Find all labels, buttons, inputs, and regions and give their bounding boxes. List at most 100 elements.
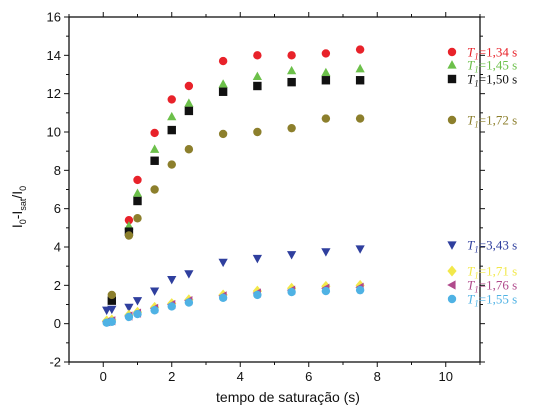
data-point <box>150 306 159 315</box>
data-point <box>355 114 365 123</box>
data-point <box>253 127 262 137</box>
y-tick-label: 14 <box>47 48 61 63</box>
x-axis-title: tempo de saturação (s) <box>216 389 360 405</box>
legend-item: T1=1,55 s <box>447 292 517 309</box>
y-tick-label: 0 <box>54 316 61 331</box>
data-point <box>107 290 117 300</box>
data-point <box>133 196 142 206</box>
data-point <box>321 286 331 296</box>
legend-label: T1=3,43 s <box>467 238 517 255</box>
y-axis-title-part: -I <box>9 211 25 220</box>
y-tick-label: 2 <box>54 278 61 293</box>
data-point <box>355 285 365 295</box>
legend-label: T1=1,71 s <box>467 264 517 281</box>
y-tick-label: 16 <box>47 10 61 25</box>
data-point <box>150 156 159 165</box>
data-point <box>167 95 176 104</box>
series-3 <box>107 76 365 305</box>
x-tick-label: 8 <box>374 369 381 384</box>
data-points <box>101 45 365 327</box>
data-point <box>167 111 177 121</box>
legend-item: T1=3,43 s <box>447 238 517 255</box>
y-tick-label: 12 <box>47 86 61 101</box>
data-point <box>167 276 177 285</box>
y-axis-title-sub: sat <box>18 198 28 211</box>
data-point <box>133 175 142 185</box>
legend-item: T1=1,71 s <box>447 264 517 281</box>
series-4 <box>107 114 365 300</box>
data-point <box>218 79 228 88</box>
y-tick-label: 6 <box>54 201 61 216</box>
data-point <box>184 145 194 154</box>
series-1 <box>124 45 365 225</box>
y-axis-title-part: I <box>9 224 25 228</box>
data-point <box>184 106 194 116</box>
legend-label: T1=1,55 s <box>467 292 517 309</box>
data-point <box>447 60 457 69</box>
axes: 0 2 4 6 8 10 -2 0 2 4 6 8 10 12 14 16 <box>47 10 485 384</box>
data-point <box>447 280 456 290</box>
data-point <box>447 241 457 250</box>
data-point <box>253 81 262 91</box>
legend-item: T1=1,76 s <box>447 278 517 295</box>
data-point <box>218 56 228 66</box>
data-point <box>321 67 331 77</box>
data-point <box>184 270 194 279</box>
data-point <box>167 160 176 169</box>
data-point <box>132 297 143 306</box>
legend-label: T1=1,50 s <box>467 72 517 89</box>
data-point <box>124 312 134 322</box>
data-point <box>150 128 159 138</box>
data-point <box>167 302 176 311</box>
data-point <box>124 215 134 225</box>
data-point <box>447 265 457 277</box>
data-point <box>133 309 142 319</box>
y-axis-title-sub: 0 <box>18 186 28 191</box>
y-tick-label: -2 <box>49 355 61 370</box>
y-tick-label: 8 <box>54 163 61 178</box>
x-tick-label: 2 <box>168 369 175 384</box>
data-point <box>447 74 457 84</box>
data-point <box>287 65 297 75</box>
data-point <box>253 51 262 60</box>
y-axis-title-sub: 0 <box>18 219 28 224</box>
data-point <box>107 317 117 326</box>
data-point <box>287 51 296 60</box>
data-point <box>253 290 262 300</box>
svg-text:I0-Isat/I0: I0-Isat/I0 <box>9 186 28 228</box>
data-point <box>321 114 331 123</box>
data-point <box>107 296 117 305</box>
x-tick-label: 10 <box>439 369 453 384</box>
legend-item: T1=1,50 s <box>447 72 517 89</box>
legend: T1=1,34 sT1=1,45 sT1=1,50 s T1=1,72 s T1=3… <box>447 45 517 309</box>
legend-item: T1=1,72 s <box>447 113 517 130</box>
plot-frame <box>68 16 481 363</box>
data-point <box>150 287 160 296</box>
series-5 <box>102 245 365 316</box>
y-axis-title: I0-Isat/I0 <box>9 186 28 228</box>
data-point <box>252 254 262 264</box>
data-point <box>447 47 457 57</box>
data-point <box>218 129 228 139</box>
legend-item: T1=1,34 s <box>447 45 517 62</box>
legend-label: T1=1,34 s <box>467 45 517 62</box>
data-point <box>287 123 296 133</box>
data-point <box>321 49 331 58</box>
y-axis-title-part: /I <box>9 191 25 199</box>
data-point <box>124 221 134 230</box>
data-point <box>184 298 194 307</box>
series-8 <box>102 285 365 327</box>
data-point <box>107 305 117 315</box>
data-point <box>355 76 365 85</box>
data-point <box>132 188 143 197</box>
data-point <box>447 115 457 125</box>
x-tick-label: 0 <box>100 369 107 384</box>
legend-label: T1=1,76 s <box>467 278 517 295</box>
data-point <box>355 45 365 54</box>
data-point <box>218 293 228 302</box>
data-point <box>252 71 262 80</box>
data-point <box>150 185 159 194</box>
data-point <box>321 248 331 257</box>
data-point <box>321 76 331 85</box>
